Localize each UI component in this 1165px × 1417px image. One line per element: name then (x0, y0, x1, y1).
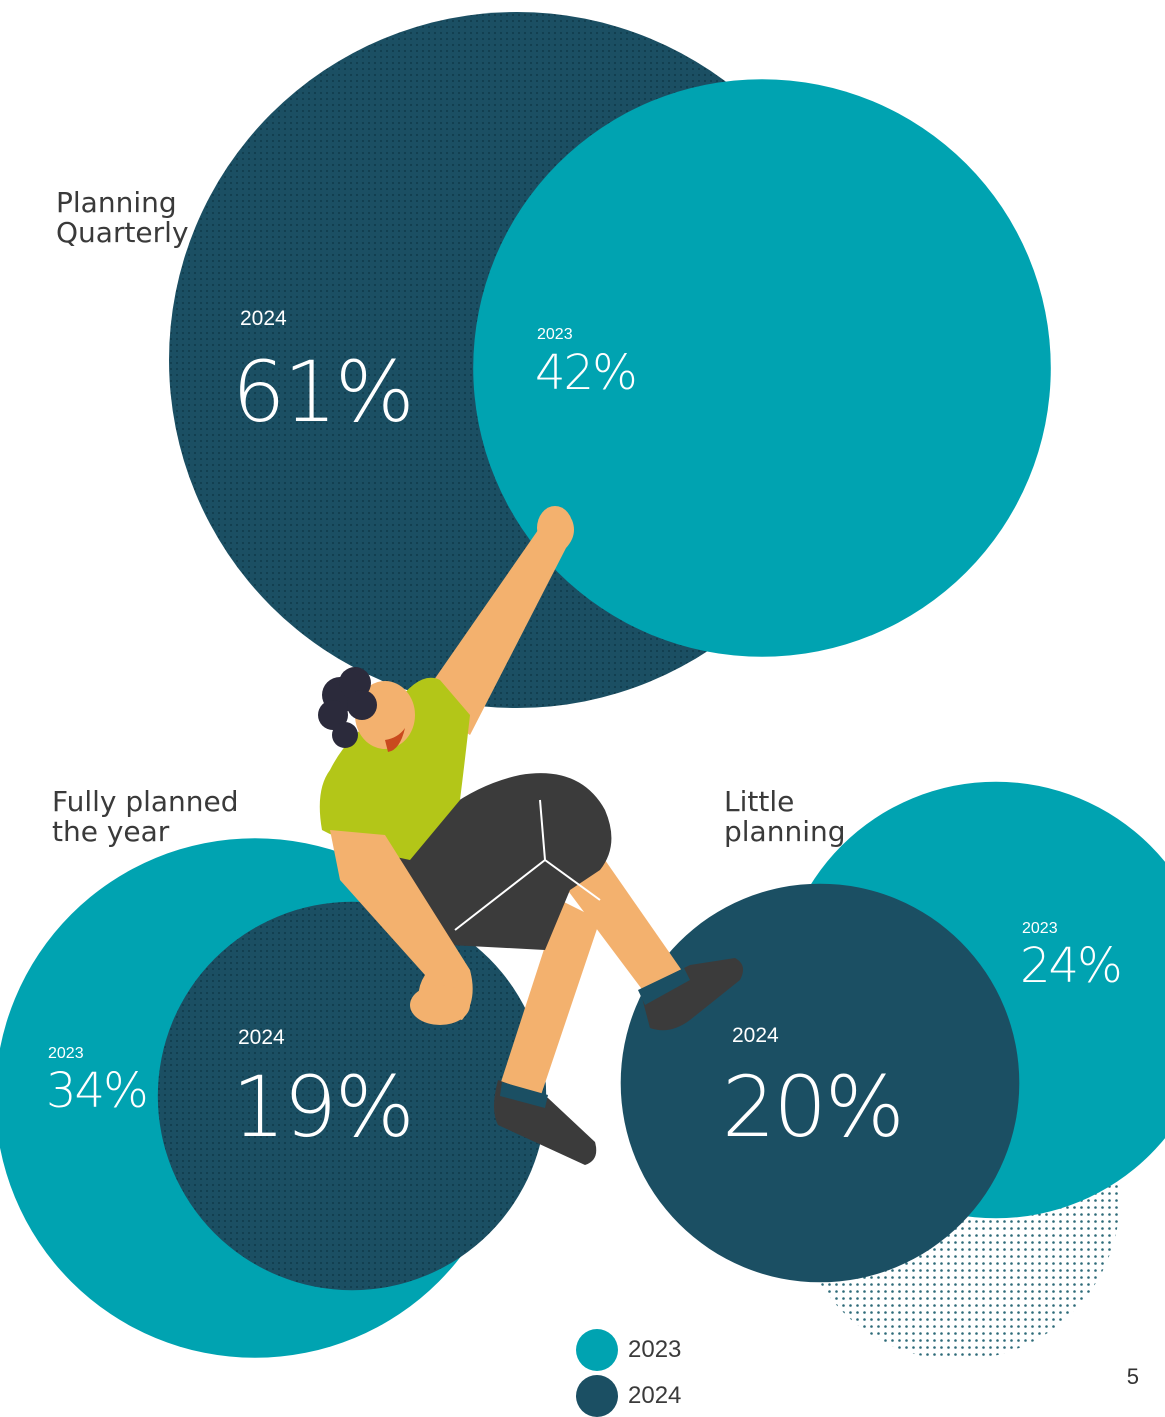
lp-2023-year: 2023 (1022, 920, 1058, 937)
fp-2023-value: 34% (46, 1063, 149, 1119)
fp-2024-year: 2024 (238, 1026, 285, 1049)
legend-label-2024: 2024 (628, 1382, 682, 1409)
legend-swatch-2023 (576, 1329, 618, 1371)
lp-2024-value: 20% (722, 1058, 905, 1156)
climber-shirt (319, 677, 470, 860)
pq-2024-value: 61% (232, 343, 415, 441)
lp-2024-year: 2024 (732, 1024, 779, 1047)
legend-swatch-2024 (576, 1375, 618, 1417)
climber-back-shoe (494, 1080, 597, 1165)
climber-hair (318, 667, 377, 748)
legend-item-2024: 2024 (576, 1375, 681, 1417)
fp-2023-year: 2023 (48, 1045, 84, 1062)
climber-shorts-seam (454, 799, 601, 931)
climber-illustration (318, 506, 744, 1165)
bubble-planning-quarterly-2023 (473, 79, 1051, 657)
lp-2023-value: 24% (1020, 938, 1123, 994)
climber-shorts (395, 773, 612, 950)
fp-2024-value: 19% (232, 1058, 415, 1156)
climber-front-sock (638, 968, 690, 1005)
legend-label-2023: 2023 (628, 1336, 682, 1363)
pq-2023-value: 42% (535, 345, 638, 401)
page-number: 5 (1126, 1364, 1139, 1389)
label-little-planning: Little planning (724, 785, 846, 848)
climber-hand-top (537, 506, 573, 550)
climber-back-sock (500, 1082, 548, 1108)
label-planning-quarterly: Planning Quarterly (56, 186, 189, 249)
label-fully-planned: Fully planned the year (52, 785, 239, 848)
climber-mouth (385, 728, 405, 752)
climber-lower-arm (330, 830, 473, 1020)
climber-raised-arm (420, 512, 574, 735)
pq-2023-year: 2023 (537, 326, 573, 343)
pq-2024-year: 2024 (240, 307, 287, 330)
climber-front-leg (560, 860, 685, 1000)
climber-front-shoe (640, 958, 744, 1031)
climber-hand-bottom (410, 985, 470, 1025)
climber-back-leg (500, 900, 600, 1098)
legend-item-2023: 2023 (576, 1329, 681, 1371)
